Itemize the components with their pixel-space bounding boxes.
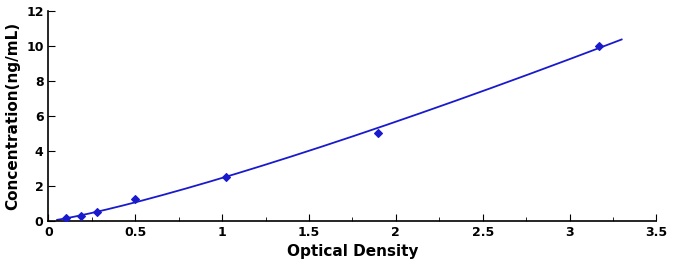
Y-axis label: Concentration(ng/mL): Concentration(ng/mL) [5,22,21,210]
X-axis label: Optical Density: Optical Density [287,244,418,259]
